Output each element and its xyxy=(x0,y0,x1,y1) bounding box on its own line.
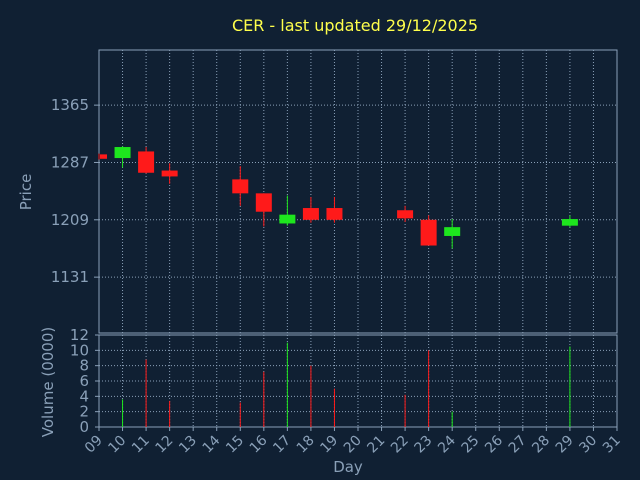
candle-body xyxy=(326,208,343,220)
x-tick-label: 11 xyxy=(129,433,153,457)
candle-body xyxy=(100,154,107,159)
candle-body xyxy=(161,170,178,177)
x-tick-label: 14 xyxy=(200,432,224,456)
x-tick-label: 26 xyxy=(482,432,506,456)
candle-body xyxy=(255,193,272,212)
price-tick-label: 1131 xyxy=(51,268,89,286)
candle-body xyxy=(279,214,296,224)
volume-tick-label: 0 xyxy=(79,418,89,436)
x-tick-label: 29 xyxy=(553,433,577,457)
x-tick-label: 13 xyxy=(176,433,200,457)
x-axis-label: Day xyxy=(333,458,363,476)
candle-body xyxy=(138,151,155,173)
price-tick-label: 1209 xyxy=(51,211,89,229)
volume-tick-label: 2 xyxy=(79,403,89,421)
candle-body xyxy=(444,227,461,236)
volume-tick-label: 10 xyxy=(70,341,89,359)
price-tick-label: 1287 xyxy=(51,153,89,171)
candle-body xyxy=(302,208,319,220)
x-tick-label: 12 xyxy=(153,433,177,457)
chart-title: CER - last updated 29/12/2025 xyxy=(232,16,478,35)
candle-body xyxy=(561,219,578,226)
price-panel: 1131 1209 1287 1365 xyxy=(51,49,618,334)
price-tick-label: 1365 xyxy=(51,96,89,114)
x-tick-label: 21 xyxy=(364,433,388,457)
candle-body xyxy=(232,179,249,194)
x-tick-label: 28 xyxy=(529,433,553,457)
x-tick-label: 09 xyxy=(82,433,106,457)
x-tick-label: 18 xyxy=(294,433,318,457)
x-tick-label: 10 xyxy=(105,433,129,457)
x-tick-label: 19 xyxy=(317,433,341,457)
x-tick-label: 27 xyxy=(506,433,530,457)
x-tick-label: 30 xyxy=(576,433,600,457)
x-tick-label: 17 xyxy=(270,433,294,457)
volume-tick-label: 6 xyxy=(79,372,89,390)
x-tick-label: 24 xyxy=(435,432,459,456)
volume-axis-label: Volume (0000) xyxy=(39,327,57,437)
candle-body xyxy=(420,219,437,246)
x-tick-label: 15 xyxy=(223,433,247,457)
x-tick-label: 22 xyxy=(388,433,412,457)
volume-tick-label: 12 xyxy=(70,326,89,344)
volume-tick-label: 4 xyxy=(79,387,89,405)
candle-body xyxy=(114,147,131,159)
volume-tick-label: 8 xyxy=(79,357,89,375)
x-tick-label: 25 xyxy=(459,433,483,457)
candle-body xyxy=(397,210,414,219)
x-tick-label: 31 xyxy=(600,433,624,457)
x-tick-label: 23 xyxy=(412,433,436,457)
x-tick-label: 16 xyxy=(247,432,271,456)
price-axis-label: Price xyxy=(17,174,35,211)
x-tick-label: 20 xyxy=(341,433,365,457)
x-axis: 09 10 11 12 13 14 15 16 17 18 19 20 21 22 23 24 25 26 27 28… xyxy=(82,427,624,456)
